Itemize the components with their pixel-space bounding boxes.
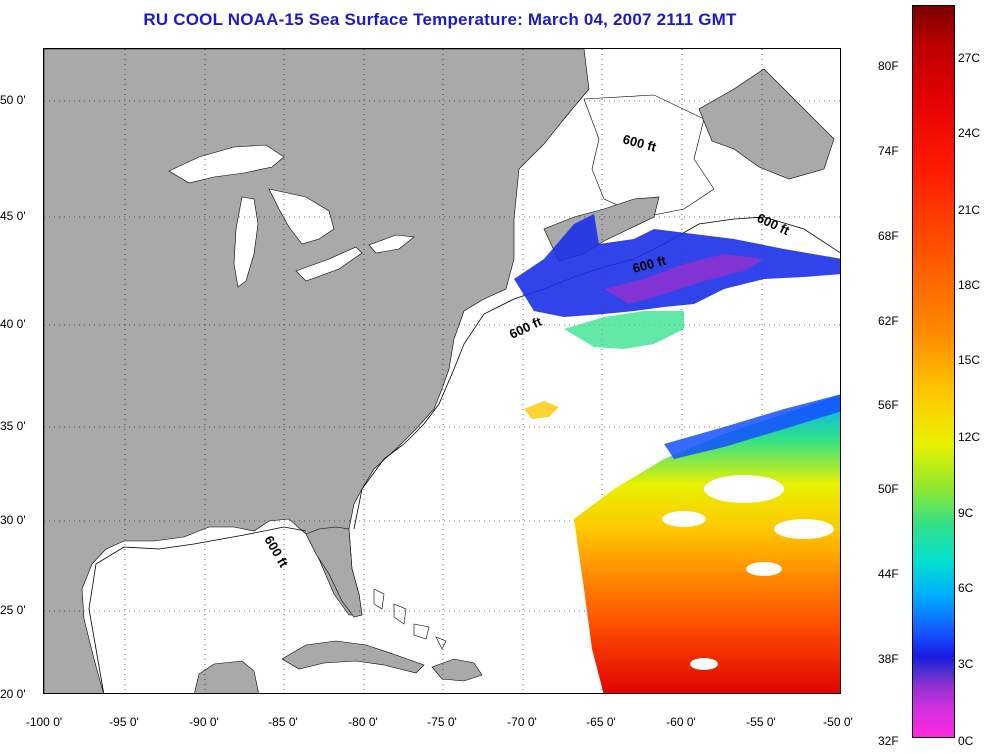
sst-patch-northeast-cold (514, 214, 840, 317)
lat-label-20: 20 0' (0, 687, 26, 701)
lon-label-95w: -95 0' (109, 715, 139, 729)
sst-map[interactable]: 600 ft 600 ft 600 ft 600 ft 600 ft (43, 48, 841, 694)
colorbar-label-24c: 24C (958, 126, 981, 140)
lon-label-55w: -55 0' (746, 715, 776, 729)
lon-label-50w: -50 0' (823, 715, 853, 729)
lat-label-25: 25 0' (0, 603, 26, 617)
colorbar-label-68f: 68F (878, 229, 899, 243)
lat-label-45: 45 0' (0, 209, 26, 223)
lon-label-90w: -90 0' (189, 715, 219, 729)
newfoundland-land (698, 68, 835, 180)
north-america-land (44, 49, 590, 693)
lake-erie (295, 246, 363, 282)
colorbar-label-21c: 21C (958, 203, 981, 217)
gulf-of-st-lawrence (583, 94, 715, 218)
temperature-colorbar (912, 5, 955, 738)
colorbar-label-32f: 32F (878, 734, 899, 748)
lake-huron (268, 188, 335, 245)
colorbar-label-56f: 56F (878, 398, 899, 412)
colorbar-label-3c: 3C (958, 657, 974, 671)
sst-patch-small-yellow (524, 401, 559, 419)
colorbar-label-74f: 74F (878, 144, 899, 158)
isobath-label-gulf-of-mexico: 600 ft (261, 533, 291, 570)
lat-label-50: 50 0' (0, 93, 26, 107)
colorbar-label-50f: 50F (878, 482, 899, 496)
lat-label-30: 30 0' (0, 513, 26, 527)
sst-patch-purple-band (604, 254, 764, 304)
bahamas-islands (373, 588, 447, 650)
colorbar-label-80f: 80F (878, 59, 899, 73)
lake-michigan (233, 196, 259, 288)
lake-superior (168, 144, 285, 184)
lon-label-85w: -85 0' (268, 715, 298, 729)
lat-label-35: 35 0' (0, 419, 26, 433)
colorbar-label-12c: 12C (958, 430, 981, 444)
map-canvas: 600 ft 600 ft 600 ft 600 ft 600 ft (44, 49, 840, 693)
cuba-land (281, 640, 425, 674)
colorbar-label-44f: 44F (878, 567, 899, 581)
sst-patch-north-edge (664, 394, 840, 459)
isobath-label-mid-atlantic: 600 ft (507, 313, 545, 341)
colorbar-label-38f: 38F (878, 652, 899, 666)
lon-label-75w: -75 0' (427, 715, 457, 729)
lon-label-100w: -100 0' (25, 715, 63, 729)
hispaniola-land (431, 658, 483, 682)
colorbar-label-18c: 18C (958, 278, 981, 292)
lon-label-65w: -65 0' (586, 715, 616, 729)
lon-label-80w: -80 0' (348, 715, 378, 729)
colorbar-label-62f: 62F (878, 314, 899, 328)
lat-label-40: 40 0' (0, 317, 26, 331)
colorbar-label-15c: 15C (958, 353, 981, 367)
isobath-label-grand-banks: 600 ft (755, 210, 793, 238)
yucatan-land (194, 660, 259, 693)
lon-label-70w: -70 0' (507, 715, 537, 729)
colorbar-label-27c: 27C (958, 51, 981, 65)
lon-label-60w: -60 0' (666, 715, 696, 729)
colorbar-label-0c: 0C (958, 734, 974, 748)
sst-patch-shelf-mixed (564, 311, 684, 349)
cloud-gaps (662, 475, 834, 670)
florida-land (305, 526, 363, 618)
map-title: RU COOL NOAA-15 Sea Surface Temperature:… (143, 10, 737, 29)
colorbar-label-6c: 6C (958, 581, 974, 595)
lake-ontario (368, 234, 415, 254)
colorbar-label-9c: 9C (958, 506, 974, 520)
sst-patch-gulf-stream (574, 394, 840, 693)
